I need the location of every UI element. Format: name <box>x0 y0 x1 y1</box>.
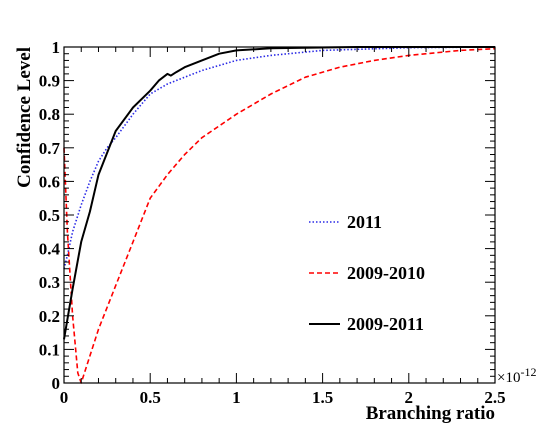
y-axis-label: Confidence Level <box>14 47 35 188</box>
x-axis-exponent-power: -12 <box>520 365 536 379</box>
y-tick-label: 1 <box>52 38 61 57</box>
y-tick-label: 0.6 <box>39 172 60 191</box>
legend: 2011 2009-2010 2009-2011 <box>309 212 425 334</box>
x-tick-label: 0.5 <box>140 388 161 407</box>
series-line-2011 <box>63 46 496 269</box>
x-tick-label: 1.5 <box>312 388 333 407</box>
y-tick-label: 0.2 <box>39 307 60 326</box>
y-tick-label: 0.1 <box>39 340 60 359</box>
legend-label-2009-2010: 2009-2010 <box>347 263 425 283</box>
ticks-layer <box>63 46 496 384</box>
x-tick-label: 2.5 <box>484 388 505 407</box>
x-axis-exponent-base: ×10 <box>497 370 520 386</box>
legend-label-2011: 2011 <box>347 212 382 232</box>
y-tick-label: 0.3 <box>39 273 60 292</box>
x-tick-label: 1 <box>232 388 241 407</box>
x-axis-exponent: ×10-12 <box>497 365 536 386</box>
y-tick-label: 0.5 <box>39 206 60 225</box>
series-line-2009-2011 <box>63 46 495 340</box>
tick-labels-layer: 0 0.5 1 1.5 2 2.5 0 0.1 0.2 0.3 0.4 0.5 0.6 0.7 0.8 0.9… <box>39 38 506 407</box>
y-tick-label: 0 <box>52 374 61 393</box>
x-axis-label: Branching ratio <box>366 403 495 424</box>
curves-layer <box>63 46 496 384</box>
y-tick-label: 0.9 <box>39 72 60 91</box>
series-line-2009-2010 <box>63 47 496 384</box>
x-tick-label: 0 <box>60 388 69 407</box>
legend-label-2009-2011: 2009-2011 <box>347 314 424 334</box>
y-tick-label: 0.4 <box>39 240 61 259</box>
x-tick-label: 2 <box>405 388 414 407</box>
y-tick-label: 0.7 <box>39 139 61 158</box>
y-tick-label: 0.8 <box>39 105 60 124</box>
plot-frame <box>63 46 496 384</box>
